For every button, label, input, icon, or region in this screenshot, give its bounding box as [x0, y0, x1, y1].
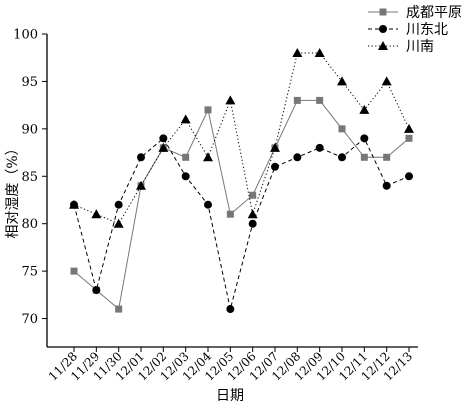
x-ticks: 11/2811/2911/3012/0112/0212/0312/0412/05…: [46, 347, 415, 384]
legend-item: 川东北: [368, 22, 448, 38]
data-point-triangle: [91, 209, 102, 219]
data-point-square: [379, 8, 387, 16]
series-line: [73, 137, 410, 310]
data-point-circle: [248, 219, 257, 228]
data-point-triangle: [180, 114, 191, 124]
data-point-triangle: [158, 142, 169, 152]
data-point-square: [316, 96, 324, 104]
data-point-triangle: [203, 152, 213, 162]
y-tick-label: 75: [21, 265, 38, 280]
data-point-circle: [360, 134, 369, 143]
data-point-square: [383, 153, 391, 161]
series-line: [73, 99, 410, 311]
y-tick-label: 70: [21, 312, 38, 327]
data-point-triangle: [247, 209, 258, 219]
y-tick-label: 100: [13, 28, 38, 43]
data-point-triangle: [270, 142, 280, 152]
series-layer: [69, 47, 414, 314]
y-tick-label: 85: [21, 170, 38, 185]
data-point-circle: [382, 181, 391, 190]
data-point-triangle: [225, 95, 236, 105]
data-point-circle: [137, 153, 145, 162]
data-point-square: [405, 134, 413, 142]
legend-label: 川东北: [406, 22, 448, 38]
data-point-square: [182, 153, 190, 161]
series-3: [69, 47, 414, 228]
y-tick-label: 90: [21, 122, 38, 137]
data-point-triangle: [136, 180, 146, 190]
data-point-circle: [293, 153, 302, 162]
y-tick-label: 80: [21, 217, 38, 232]
data-point-circle: [338, 153, 346, 162]
data-point-circle: [204, 200, 212, 209]
data-point-circle: [181, 172, 190, 181]
data-point-triangle: [113, 218, 124, 228]
legend-item: 成都平原: [368, 5, 462, 21]
data-point-circle: [405, 172, 413, 181]
data-point-square: [70, 267, 78, 275]
data-point-square: [115, 305, 123, 313]
data-point-triangle: [69, 199, 79, 209]
data-point-triangle: [378, 41, 388, 50]
data-point-square: [338, 125, 346, 133]
data-point-triangle: [314, 47, 325, 57]
data-point-square: [204, 106, 212, 114]
data-point-triangle: [337, 76, 347, 86]
data-point-circle: [114, 200, 123, 209]
data-point-circle: [271, 162, 279, 171]
y-axis-title: 相对湿度（%）: [5, 141, 21, 238]
data-point-square: [249, 191, 257, 199]
data-point-circle: [159, 134, 168, 143]
data-point-circle: [315, 143, 324, 152]
data-point-circle: [226, 305, 235, 314]
y-ticks: 70 75 80 85 90 95 100: [13, 28, 47, 327]
data-point-square: [293, 96, 301, 104]
legend-label: 成都平原: [406, 5, 462, 21]
legend-item: 川南: [368, 39, 434, 55]
axes: [46, 34, 418, 348]
y-tick-label: 95: [21, 75, 38, 90]
legend-label: 川南: [406, 39, 434, 55]
series-line: [73, 52, 410, 225]
data-point-triangle: [359, 104, 370, 114]
data-point-square: [226, 210, 234, 218]
data-point-circle: [92, 286, 101, 295]
data-point-triangle: [292, 47, 303, 57]
series-2: [70, 134, 413, 314]
data-point-triangle: [381, 76, 392, 86]
x-axis-title: 日期: [216, 388, 244, 404]
data-point-circle: [379, 25, 387, 33]
data-point-square: [360, 153, 368, 161]
data-point-triangle: [404, 123, 414, 133]
